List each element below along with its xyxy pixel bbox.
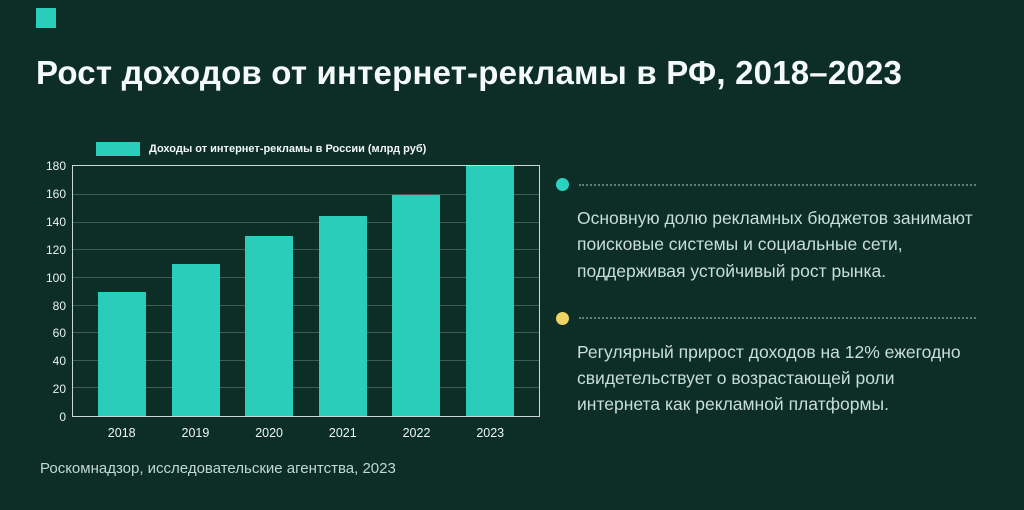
legend-label: Доходы от интернет-рекламы в России (млр… (149, 143, 427, 155)
note-text: Основную долю рекламных бюджетов занимаю… (577, 208, 973, 281)
bullet-dot-icon (556, 178, 569, 191)
bar-rect (465, 166, 514, 416)
bar-2022 (392, 166, 441, 416)
gridline (73, 304, 539, 306)
x-tick-label: 2019 (181, 426, 210, 440)
gridline (73, 221, 539, 223)
y-tick-label: 20 (52, 382, 66, 397)
bar-rect (392, 195, 441, 416)
gridline (73, 359, 539, 361)
gridline (73, 194, 539, 196)
y-tick-label: 100 (45, 270, 66, 285)
y-tick-label: 120 (45, 242, 66, 257)
y-tick-label: 40 (52, 354, 66, 369)
dotted-leader (579, 183, 976, 186)
bar-rect (318, 215, 367, 416)
note-annual-growth: Регулярный прирост доходов на 12% ежегод… (556, 311, 976, 418)
gridline (73, 332, 539, 334)
y-tick-label: 80 (52, 298, 66, 313)
page-title: Рост доходов от интернет-рекламы в РФ, 2… (36, 54, 903, 91)
y-tick-label: 140 (45, 215, 66, 230)
x-tick-label: 2018 (107, 426, 136, 440)
plot-area (72, 165, 540, 417)
accent-square (36, 8, 56, 28)
bullet-dot-icon (556, 311, 569, 325)
gridline (73, 387, 539, 389)
y-tick-label: 180 (45, 159, 66, 174)
note-header (556, 178, 976, 191)
bar-2021 (318, 166, 367, 416)
bar-2020 (245, 166, 294, 416)
bar-2018 (98, 166, 147, 416)
x-tick-label: 2023 (476, 426, 505, 440)
notes-column: Основную долю рекламных бюджетов занимаю… (556, 178, 976, 446)
x-tick-label: 2020 (255, 426, 284, 440)
gridline (73, 249, 539, 251)
y-tick-label: 0 (59, 410, 66, 424)
bar-rect (245, 236, 294, 416)
bar-rect (98, 291, 147, 416)
x-axis: 2018 2019 2020 2021 2022 2023 (72, 426, 540, 440)
bars-group (73, 166, 539, 416)
revenue-bar-chart: Доходы от интернет-рекламы в России (млр… (40, 142, 540, 477)
x-tick-label: 2021 (328, 426, 357, 440)
y-axis: 0 20 40 60 80 100 120 140 160 180 (40, 160, 72, 423)
note-text: Регулярный прирост доходов на 12% ежегод… (577, 341, 961, 415)
source-note: Роскомнадзор, исследовательские агентств… (40, 460, 396, 477)
bar-rect (171, 264, 220, 416)
chart-legend: Доходы от интернет-рекламы в России (млр… (96, 142, 540, 156)
y-tick-label: 160 (45, 187, 66, 202)
note-header (556, 311, 976, 325)
x-tick-label: 2022 (402, 426, 431, 440)
note-search-social: Основную долю рекламных бюджетов занимаю… (556, 178, 976, 284)
gridline (73, 276, 539, 278)
bar-2023 (465, 166, 514, 416)
y-tick-label: 60 (52, 326, 66, 341)
bar-2019 (171, 166, 220, 416)
dotted-leader (579, 317, 976, 320)
legend-swatch (96, 142, 140, 156)
